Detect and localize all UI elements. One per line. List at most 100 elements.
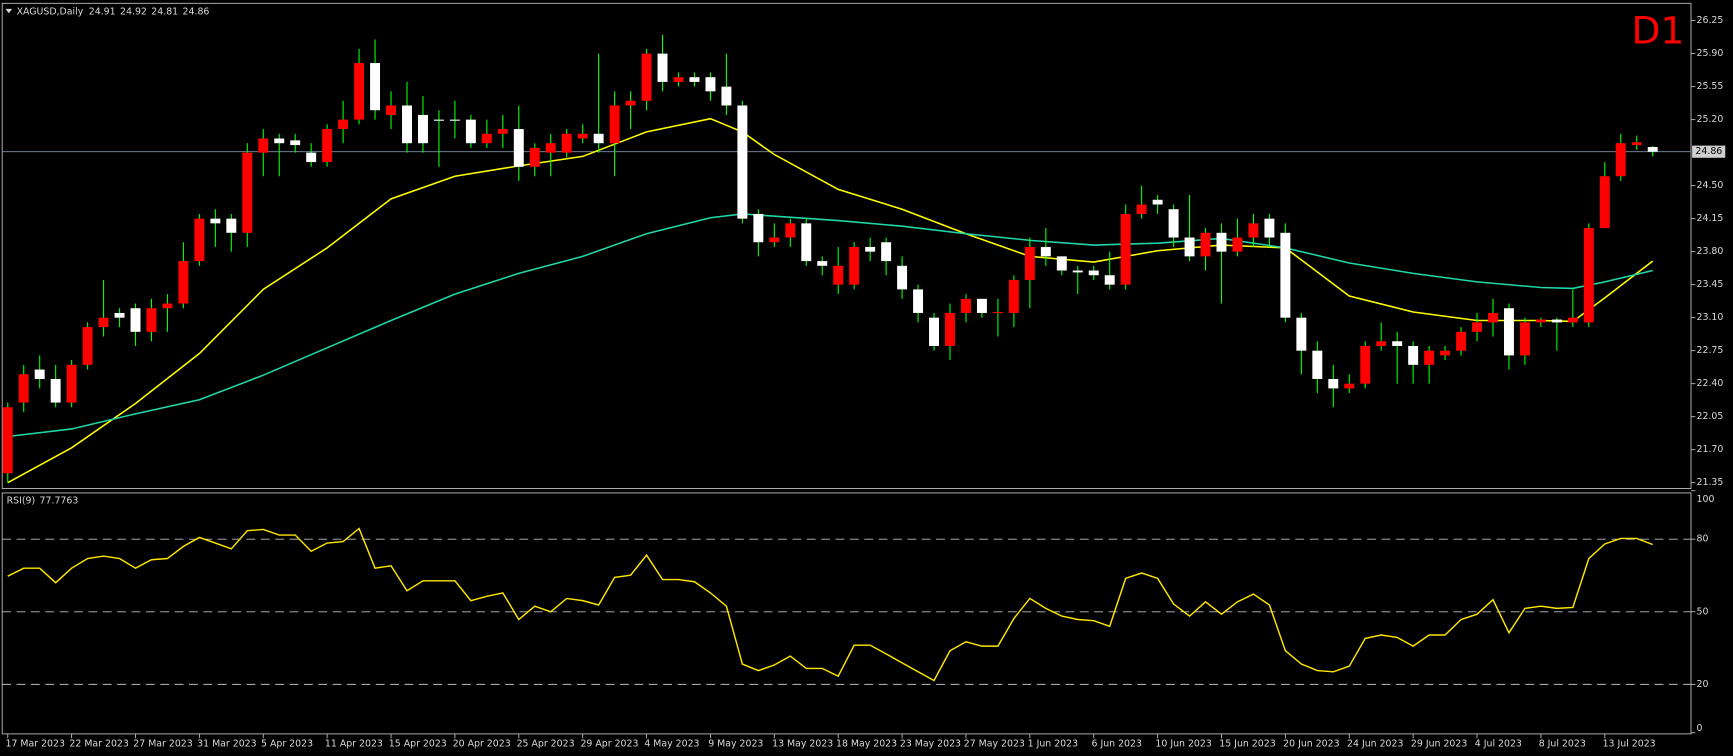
y-tick-label: 50 — [1697, 606, 1709, 617]
candle-body — [561, 133, 572, 153]
candle-body — [497, 129, 508, 134]
current-price-label: 24.86 — [1695, 146, 1722, 157]
y-tick-label: 22.40 — [1697, 378, 1724, 389]
candle-body — [545, 143, 556, 153]
header-close: 24.86 — [183, 6, 210, 17]
candle-body — [897, 265, 908, 290]
candle-body — [1456, 331, 1467, 351]
candle-body — [1008, 279, 1019, 313]
candle-body — [50, 378, 61, 403]
candle-body — [1519, 322, 1530, 356]
x-tick-label: 8 Jul 2023 — [1539, 738, 1586, 749]
candle-body — [1184, 237, 1195, 257]
candle-body — [769, 237, 780, 243]
header-low: 24.81 — [151, 6, 178, 17]
candle-body — [1376, 341, 1387, 346]
candle-body — [1136, 204, 1147, 214]
candle-body — [354, 63, 365, 120]
y-tick-label: 23.10 — [1697, 312, 1724, 323]
candle-body — [513, 129, 524, 167]
moving-average-line — [7, 213, 1653, 438]
candle-body — [1296, 317, 1307, 351]
header-high: 24.92 — [120, 6, 147, 17]
candle-body — [1567, 317, 1578, 323]
header-open: 24.91 — [89, 6, 116, 17]
candle-body — [1551, 319, 1562, 323]
candle-body — [641, 53, 652, 101]
candle-body — [146, 308, 157, 332]
y-tick-label: 25.20 — [1697, 114, 1724, 125]
candle-body — [1200, 232, 1211, 257]
candle-body — [1264, 218, 1275, 238]
x-tick-label: 27 Mar 2023 — [133, 738, 192, 749]
candle-body — [98, 317, 109, 328]
candle-body — [433, 119, 444, 121]
candle-body — [1583, 228, 1594, 323]
candle-body — [593, 133, 604, 144]
candle-body — [1424, 350, 1435, 365]
candle-body — [1104, 275, 1115, 285]
candle-body — [34, 369, 45, 379]
candle-body — [1408, 345, 1419, 365]
candle-body — [1248, 223, 1259, 238]
chart-header: XAGUSD,Daily 24.91 24.92 24.81 24.86 — [17, 6, 210, 17]
x-tick-label: 27 May 2023 — [964, 738, 1025, 749]
y-tick-label: 25.90 — [1697, 48, 1724, 59]
candle-body — [338, 119, 349, 130]
candle-body — [1631, 142, 1642, 146]
candle-body — [992, 312, 1003, 314]
rsi-header: RSI(9) 77.7763 — [7, 495, 79, 506]
candle-body — [306, 152, 317, 163]
candle-body — [705, 77, 716, 92]
x-tick-label: 24 Jun 2023 — [1347, 738, 1403, 749]
candle-body — [82, 327, 93, 365]
candle-body — [226, 218, 237, 233]
y-tick-label: 23.80 — [1697, 246, 1724, 257]
x-tick-label: 29 Jun 2023 — [1411, 738, 1467, 749]
x-tick-label: 4 May 2023 — [644, 738, 699, 749]
candle-body — [449, 119, 460, 121]
candle-body — [114, 312, 125, 318]
timeframe-annotation: D1 — [1632, 9, 1685, 53]
x-tick-label: 17 Mar 2023 — [6, 738, 65, 749]
candle-body — [881, 242, 892, 262]
candle-body — [210, 218, 221, 224]
candle-body — [417, 114, 428, 144]
candle-body — [1535, 319, 1546, 323]
candle-body — [2, 407, 13, 474]
candle-body — [1360, 345, 1371, 384]
candle-body — [976, 298, 987, 313]
candle-body — [801, 223, 812, 262]
x-tick-label: 31 Mar 2023 — [197, 738, 256, 749]
candle-body — [290, 140, 301, 146]
candle-body — [609, 105, 620, 144]
candle-body — [1615, 143, 1626, 177]
y-tick-label: 24.15 — [1697, 213, 1724, 224]
main-panel-frame — [1, 2, 1692, 489]
y-tick-label: 21.70 — [1697, 444, 1724, 455]
candle-body — [370, 63, 381, 111]
candle-body — [1072, 270, 1083, 273]
x-tick-label: 15 Jun 2023 — [1219, 738, 1275, 749]
candle-body — [673, 77, 684, 82]
y-tick-label: 22.05 — [1697, 411, 1724, 422]
x-tick-label: 11 Apr 2023 — [325, 738, 383, 749]
x-tick-label: 9 May 2023 — [708, 738, 763, 749]
rsi-panel-frame — [1, 492, 1692, 735]
candle-body — [753, 213, 764, 243]
candle-body — [737, 105, 748, 219]
rsi-line — [7, 527, 1653, 682]
candle-body — [1312, 350, 1323, 379]
candle-body — [1152, 199, 1163, 205]
candle-body — [1503, 308, 1514, 356]
candle-body — [1599, 176, 1610, 229]
y-tick-label: 80 — [1697, 534, 1709, 545]
candle-body — [194, 218, 205, 262]
y-tick-label: 100 — [1697, 494, 1715, 505]
x-tick-label: 25 Apr 2023 — [517, 738, 575, 749]
x-tick-label: 22 Mar 2023 — [69, 738, 128, 749]
x-tick-label: 20 Apr 2023 — [453, 738, 511, 749]
candle-body — [785, 223, 796, 238]
